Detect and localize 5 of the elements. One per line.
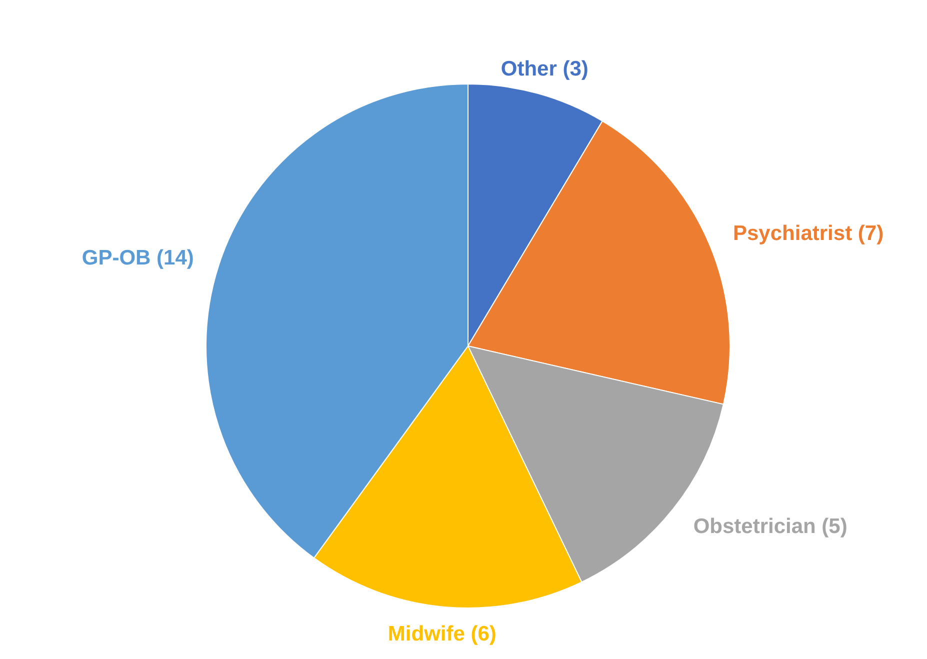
slice-label: Psychiatrist (7) — [733, 222, 884, 246]
slice-label: GP-OB (14) — [82, 246, 194, 270]
slice-label: Obstetrician (5) — [693, 515, 848, 538]
slice-label: Other (3) — [500, 58, 588, 81]
slice-label: Midwife (6) — [388, 622, 496, 646]
